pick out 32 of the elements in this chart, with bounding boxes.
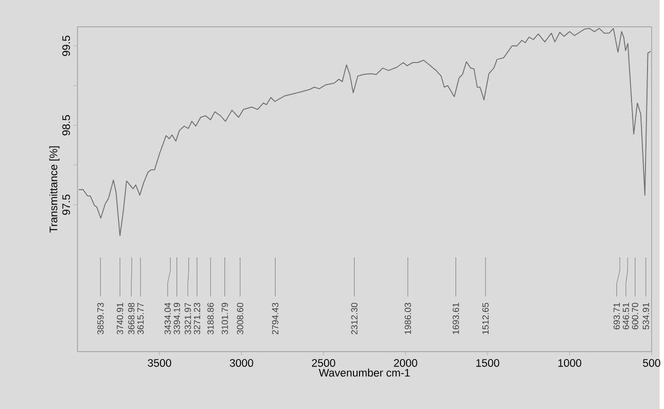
annotation: 3859.73 [97, 302, 104, 334]
annotation: 1512.65 [482, 302, 489, 334]
annotation: 1693.61 [452, 302, 459, 334]
annotation: 2794.43 [272, 302, 278, 334]
annotation: 693.71 [614, 302, 620, 330]
annotation: 3188.86 [207, 302, 214, 334]
y-axis-title: Transmittance [%] [49, 146, 60, 233]
annotation: 2312.30 [351, 302, 358, 334]
x-axis-title: Wavenumber cm-1 [318, 368, 410, 377]
annotation: 600.70 [632, 302, 638, 330]
x-tick-label: 1000 [558, 358, 582, 367]
y-tick-label: 98.5 [62, 115, 70, 136]
annotation: 646.51 [622, 302, 630, 330]
x-tick-label: 3000 [230, 358, 254, 367]
x-tick-label: 2000 [394, 358, 418, 367]
annotation: 3615.77 [137, 302, 144, 334]
x-tick-label: 1500 [476, 358, 500, 367]
annotation: 3101.79 [222, 302, 228, 334]
annotation: 3740.91 [116, 302, 124, 334]
y-tick-label: 99.5 [62, 36, 70, 56]
annotation: 534.91 [642, 302, 650, 330]
annotation: 3434.04 [164, 302, 171, 334]
annotation: 3008.60 [236, 302, 244, 334]
annotation: 3271.23 [194, 302, 200, 334]
annotation: 3668.98 [128, 302, 134, 334]
x-tick-label: 2500 [312, 358, 336, 367]
y-tick-label: 97.5 [62, 194, 70, 215]
x-tick-label: 3500 [148, 358, 172, 367]
annotation: 3321.97 [184, 302, 191, 334]
annotation: 1986.03 [404, 302, 412, 334]
annotation: 3394.19 [174, 302, 180, 334]
x-tick-label: 500 [642, 358, 660, 367]
